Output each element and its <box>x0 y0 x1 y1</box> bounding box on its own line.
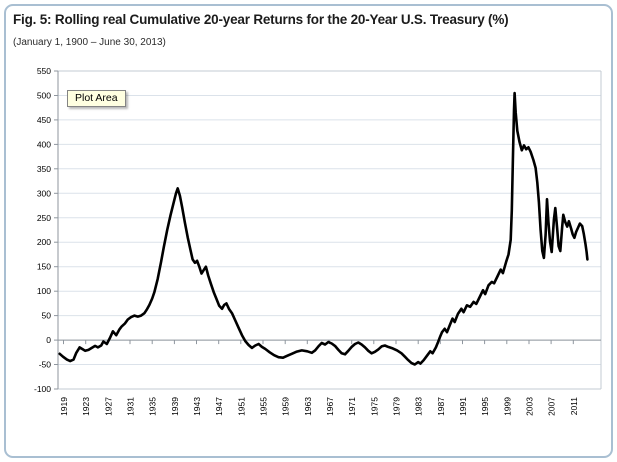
x-tick-label: 1927 <box>103 397 113 416</box>
x-tick-label: 1935 <box>148 397 158 416</box>
x-tick-label: 1939 <box>170 397 180 416</box>
x-tick-label: 1923 <box>81 397 91 416</box>
figure-title: Fig. 5: Rolling real Cumulative 20-year … <box>13 12 509 27</box>
x-tick-label: 1999 <box>502 397 512 416</box>
plot-area-tooltip-label: Plot Area <box>75 92 118 104</box>
y-tick-label: 50 <box>42 311 52 321</box>
figure-subtitle: (January 1, 1900 – June 30, 2013) <box>13 37 166 48</box>
x-tick-label: 2003 <box>525 397 535 416</box>
x-tick-label: 1931 <box>126 397 136 416</box>
x-tick-label: 1975 <box>369 397 379 416</box>
x-tick-label: 1963 <box>303 397 313 416</box>
x-tick-label: 1991 <box>458 397 468 416</box>
y-tick-label: -50 <box>39 360 52 370</box>
y-tick-label: -100 <box>34 384 51 394</box>
y-tick-label: 250 <box>37 213 51 223</box>
y-tick-label: 550 <box>37 66 51 76</box>
y-tick-label: 100 <box>37 286 51 296</box>
y-tick-label: 350 <box>37 164 51 174</box>
y-tick-label: 200 <box>37 237 51 247</box>
x-tick-label: 1919 <box>59 397 69 416</box>
y-tick-label: 450 <box>37 115 51 125</box>
x-tick-label: 1987 <box>436 397 446 416</box>
x-tick-label: 1995 <box>480 397 490 416</box>
x-tick-label: 1955 <box>259 397 269 416</box>
x-tick-label: 2011 <box>569 397 579 416</box>
x-tick-label: 1951 <box>236 397 246 416</box>
x-tick-label: 1971 <box>347 397 357 416</box>
series-line <box>58 91 589 366</box>
x-tick-label: 1979 <box>392 397 402 416</box>
x-tick-label: 2007 <box>547 397 557 416</box>
x-tick-label: 1967 <box>325 397 335 416</box>
x-tick-label: 1959 <box>281 397 291 416</box>
y-tick-label: 0 <box>46 335 51 345</box>
y-tick-label: 150 <box>37 262 51 272</box>
y-tick-label: 300 <box>37 188 51 198</box>
y-tick-label: 500 <box>37 91 51 101</box>
x-tick-label: 1943 <box>192 397 202 416</box>
x-tick-label: 1983 <box>414 397 424 416</box>
y-tick-label: 400 <box>37 139 51 149</box>
plot-area-tooltip: Plot Area <box>67 90 126 107</box>
x-tick-label: 1947 <box>214 397 224 416</box>
